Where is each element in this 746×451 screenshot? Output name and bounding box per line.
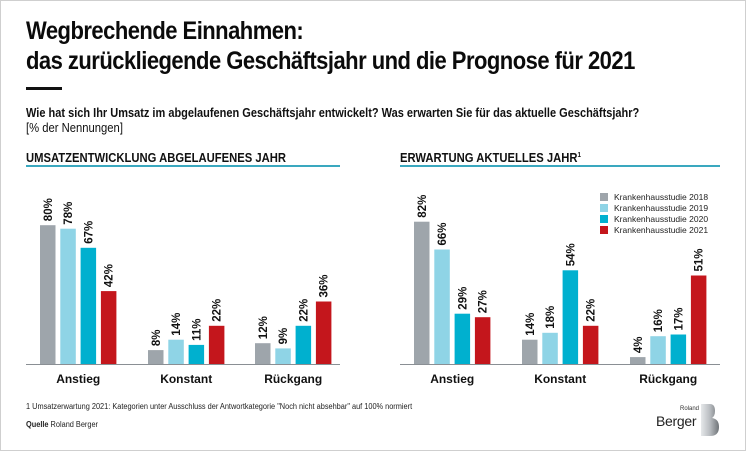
left-data-label: 14%: [171, 313, 183, 336]
left-data-label: 67%: [83, 221, 95, 244]
right-bar-rückgang-2018: [630, 357, 646, 364]
right-data-label: 51%: [694, 248, 706, 271]
right-data-label: 27%: [478, 290, 490, 313]
legend-swatch: [600, 225, 608, 234]
left-data-label: 80%: [43, 198, 55, 221]
left-chart-title: UMSATZENTWICKLUNG ABGELAUFENES JAHR: [26, 151, 286, 165]
left-bar-rückgang-2019: [275, 348, 291, 364]
logo-text-big: Berger: [656, 413, 697, 429]
left-bar-anstieg-2018: [40, 225, 56, 364]
left-data-label: 11%: [191, 319, 203, 341]
legend-label: Krankenhausstudie 2020: [614, 213, 709, 224]
survey-question: Wie hat sich Ihr Umsatz im abgelaufenen …: [26, 106, 640, 120]
footnote: 1 Umsatzerwartung 2021: Kategorien unter…: [26, 402, 413, 411]
right-category-label: Konstant: [534, 372, 586, 386]
legend-item-2019: Krankenhausstudie 2019: [600, 202, 708, 213]
right-bar-rückgang-2021: [690, 275, 707, 364]
left-bar-konstant-2019: [168, 339, 184, 364]
left-data-label: 22%: [298, 299, 310, 322]
right-data-label: 22%: [586, 299, 598, 322]
title-line-1: Wegbrechende Einnahmen:: [26, 17, 304, 45]
source-text: Roland Berger: [50, 420, 99, 429]
right-data-label: 18%: [545, 306, 557, 329]
legend-item-2018: Krankenhausstudie 2018: [600, 191, 708, 202]
left-bar-rückgang-2021: [315, 301, 332, 364]
left-chart-title-text: UMSATZENTWICKLUNG ABGELAUFENES JAHR: [26, 151, 287, 165]
right-data-label: 29%: [457, 287, 469, 310]
right-bar-konstant-2018: [522, 339, 538, 364]
right-data-label: 82%: [417, 195, 429, 218]
left-bar-anstieg-2020: [80, 247, 97, 364]
right-bar-rückgang-2019: [650, 336, 666, 364]
left-category-label: Konstant: [160, 372, 212, 386]
right-bar-anstieg-2019: [434, 249, 450, 364]
legend-label: Krankenhausstudie 2021: [614, 224, 709, 235]
left-bar-anstieg-2019: [60, 228, 76, 364]
left-bar-konstant-2018: [148, 350, 164, 364]
right-chart-title: ERWARTUNG AKTUELLES JAHR1: [400, 151, 581, 165]
source-line: Quelle Roland Berger: [26, 420, 98, 429]
left-bar-rückgang-2018: [255, 343, 271, 364]
right-chart-title-text: ERWARTUNG AKTUELLES JAHR: [400, 151, 578, 165]
left-data-label: 42%: [104, 264, 116, 287]
left-category-label: Rückgang: [264, 372, 322, 386]
right-category-label: Rückgang: [639, 372, 697, 386]
left-category-label: Anstieg: [56, 372, 100, 386]
right-data-label: 16%: [653, 309, 665, 332]
left-data-label: 78%: [63, 202, 75, 225]
right-category-label: Anstieg: [430, 372, 474, 386]
unit-label: [% der Nennungen]: [26, 121, 123, 135]
legend-label: Krankenhausstudie 2018: [614, 191, 709, 202]
right-bar-konstant-2021: [582, 325, 599, 364]
logo-text-small: Roland: [679, 406, 699, 412]
right-bar-konstant-2020: [562, 270, 579, 364]
legend-label: Krankenhausstudie 2019: [614, 202, 709, 213]
left-bar-anstieg-2021: [100, 291, 117, 364]
left-data-label: 22%: [212, 299, 224, 322]
right-bar-anstieg-2018: [414, 221, 430, 364]
right-data-label: 66%: [437, 222, 449, 245]
right-bar-rückgang-2020: [670, 334, 687, 364]
legend-item-2021: Krankenhausstudie 2021: [600, 224, 708, 235]
source-label: Quelle: [26, 420, 49, 429]
legend-swatch: [600, 203, 608, 212]
right-bar-konstant-2019: [542, 332, 558, 364]
left-data-label: 8%: [151, 329, 163, 346]
left-data-label: 36%: [319, 274, 331, 297]
roland-berger-logo: Roland Berger: [655, 404, 725, 440]
title-line-2: das zurückliegende Geschäftsjahr und die…: [26, 47, 635, 75]
right-data-label: 4%: [633, 336, 645, 353]
title-divider: [26, 87, 62, 90]
right-data-label: 54%: [565, 243, 577, 266]
right-bar-anstieg-2021: [474, 317, 491, 364]
legend-swatch: [600, 214, 608, 223]
right-chart-title-underline: [400, 165, 720, 167]
page-title: Wegbrechende Einnahmen: das zurückliegen…: [26, 16, 635, 76]
legend-item-2020: Krankenhausstudie 2020: [600, 213, 708, 224]
right-data-label: 14%: [525, 313, 537, 336]
left-bar-konstant-2021: [208, 325, 225, 364]
left-bar-konstant-2020: [188, 344, 205, 364]
right-bar-anstieg-2020: [454, 313, 471, 364]
left-data-label: 9%: [278, 328, 290, 345]
legend-swatch: [600, 192, 608, 201]
right-data-label: 17%: [673, 307, 685, 330]
logo-b-icon: [701, 404, 719, 436]
left-chart-title-underline: [26, 165, 340, 167]
left-bar-rückgang-2020: [295, 325, 312, 364]
legend: Krankenhausstudie 2018 Krankenhausstudie…: [600, 191, 708, 235]
left-data-label: 12%: [258, 316, 270, 339]
footnote-marker: 1: [577, 151, 582, 159]
